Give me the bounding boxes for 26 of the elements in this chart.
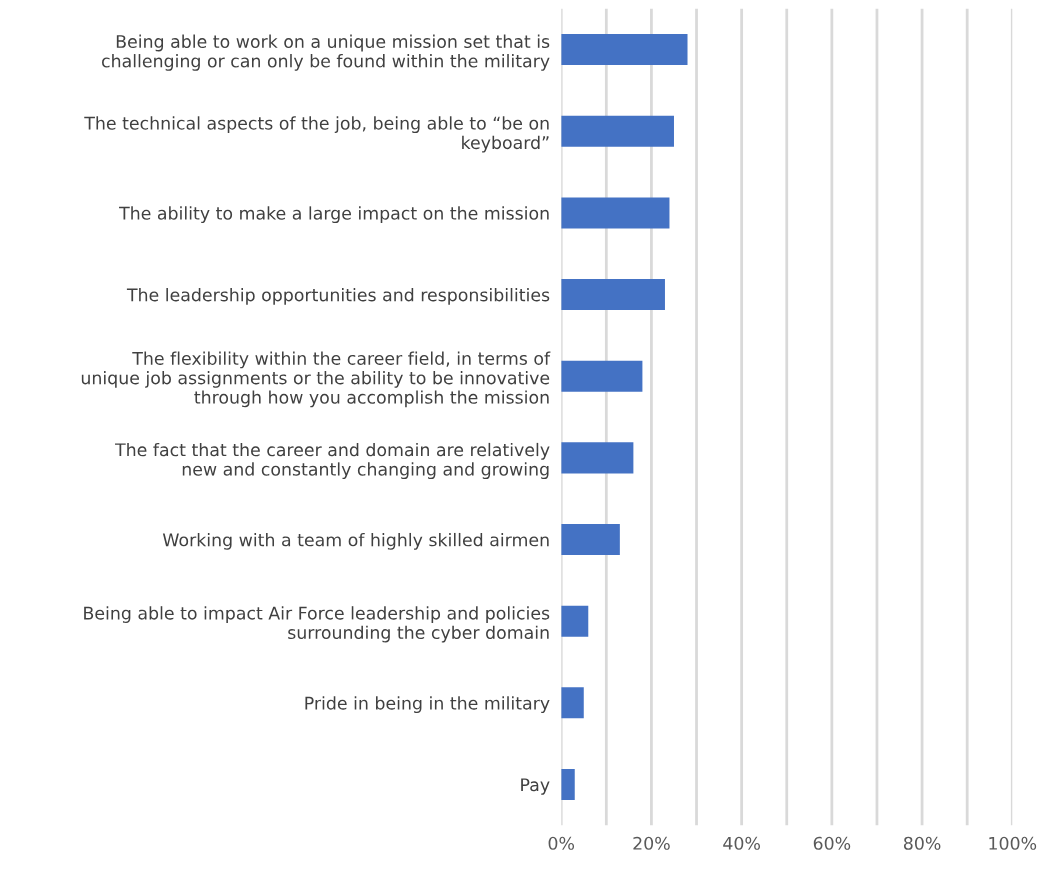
y-tick-label: Being able to impact Air Force leadership and policies surrounding the cyber domain [84, 606, 550, 643]
x-tick-label: 60% [813, 836, 851, 850]
bar [561, 605, 589, 637]
bar [561, 115, 674, 147]
y-tick-label: The technical aspects of the job, being able to “be on keyboard” [84, 116, 549, 153]
y-tick-label: The flexibility within the career field, in terms of unique job assignments or the ability to be innovative through how you accomplish the mission [81, 351, 551, 408]
y-tick-label: Being able to work on a unique mission set that is challenging or can only be found within the military [102, 34, 550, 71]
x-tick-label: 40% [723, 836, 760, 850]
bar [561, 768, 575, 801]
bar [561, 279, 665, 311]
x-tick-label: 0% [548, 836, 575, 850]
bar [561, 197, 670, 229]
bar [561, 687, 584, 719]
y-tick-label: The ability to make a large impact on the mission [119, 206, 549, 224]
x-tick-label: 100% [989, 836, 1037, 850]
bar [561, 442, 634, 474]
y-tick-label: Pride in being in the military [305, 696, 550, 714]
y-tick-label: The fact that the career and domain are relatively new and constantly changing and growing [115, 442, 550, 480]
y-tick-label: Pay [521, 778, 550, 795]
y-tick-label: The leadership opportunities and responsibilities [126, 287, 550, 305]
y-tick-label: Working with a team of highly skilled airmen [162, 532, 549, 550]
x-tick-label: 80% [903, 836, 941, 850]
bar [561, 360, 643, 392]
bar [561, 524, 620, 556]
x-tick-label: 20% [633, 836, 670, 850]
bar [561, 34, 688, 66]
